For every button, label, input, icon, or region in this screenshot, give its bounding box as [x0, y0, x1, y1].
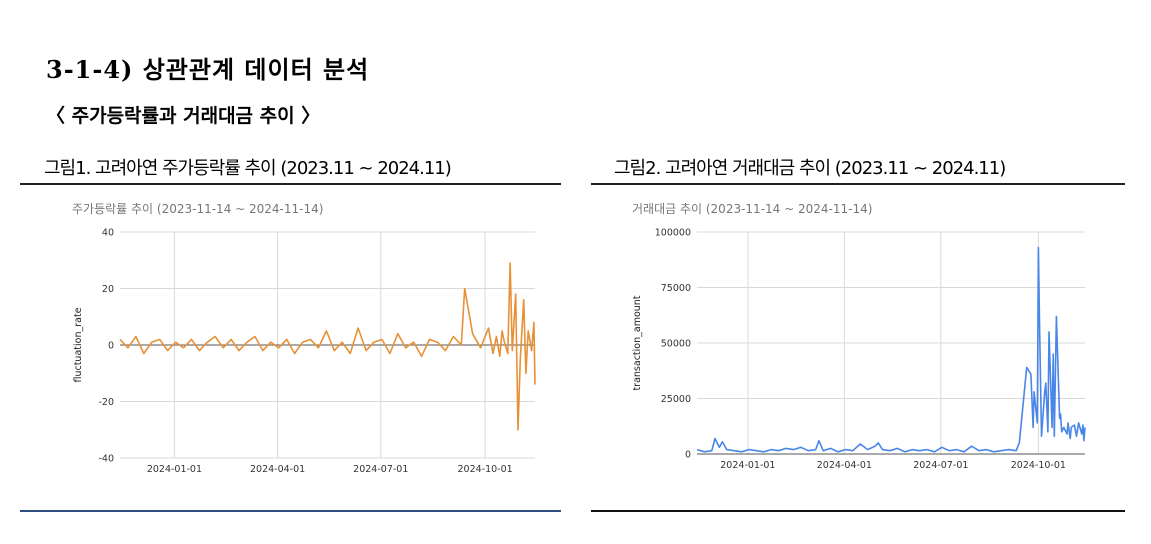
chart1-ytick-label: 20 [102, 284, 114, 295]
chart2-series-line [696, 246, 1086, 453]
chart1-xtick-label: 2024-01-01 [147, 464, 202, 475]
chart2-ytick-label: 50000 [661, 339, 691, 350]
chart2-xtick-label: 2024-07-01 [913, 460, 968, 471]
figure-2-bottom-rule [591, 510, 1125, 512]
chart2-xtick-label: 2024-10-01 [1011, 460, 1066, 471]
figure-1-bottom-rule [20, 510, 561, 512]
section-subheading: 〈 주가등락률과 거래대금 추이 〉 [46, 105, 321, 127]
chart1-xtick-label: 2024-07-01 [353, 464, 408, 475]
chart1-ytick-label: -20 [98, 397, 114, 408]
figure-2-caption: 그림2. 고려아연 거래대금 추이 (2023.11 ~ 2024.11) [614, 158, 1006, 179]
chart2-title: 거래대금 추이 (2023-11-14 ~ 2024-11-14) [632, 202, 872, 216]
figure-1-top-rule [20, 183, 561, 185]
section-heading: 3-1-4) 상관관계 데이터 분석 [46, 55, 370, 84]
chart2-xtick-label: 2024-01-01 [720, 460, 775, 471]
chart1-ylabel: fluctuation_rate [73, 307, 84, 382]
chart2-ytick-label: 100000 [655, 228, 691, 239]
chart1-title: 주가등락률 추이 (2023-11-14 ~ 2024-11-14) [72, 202, 323, 216]
chart2-xtick-label: 2024-04-01 [817, 460, 872, 471]
chart1-series-line [119, 262, 536, 431]
chart2-ytick-label: 0 [685, 450, 691, 461]
chart1-ytick-label: 0 [108, 341, 114, 352]
chart1-ytick-label: 40 [102, 228, 114, 239]
figure-2-top-rule [591, 183, 1125, 185]
chart1-xtick-label: 2024-04-01 [250, 464, 305, 475]
chart2-ylabel: transaction_amount [632, 295, 643, 390]
chart1-xtick-label: 2024-10-01 [457, 464, 512, 475]
chart1-ytick-label: -40 [98, 454, 114, 465]
figure-1-caption: 그림1. 고려아연 주가등락률 추이 (2023.11 ~ 2024.11) [44, 158, 452, 179]
chart2-ytick-label: 25000 [661, 394, 691, 405]
chart2-ytick-label: 75000 [661, 283, 691, 294]
